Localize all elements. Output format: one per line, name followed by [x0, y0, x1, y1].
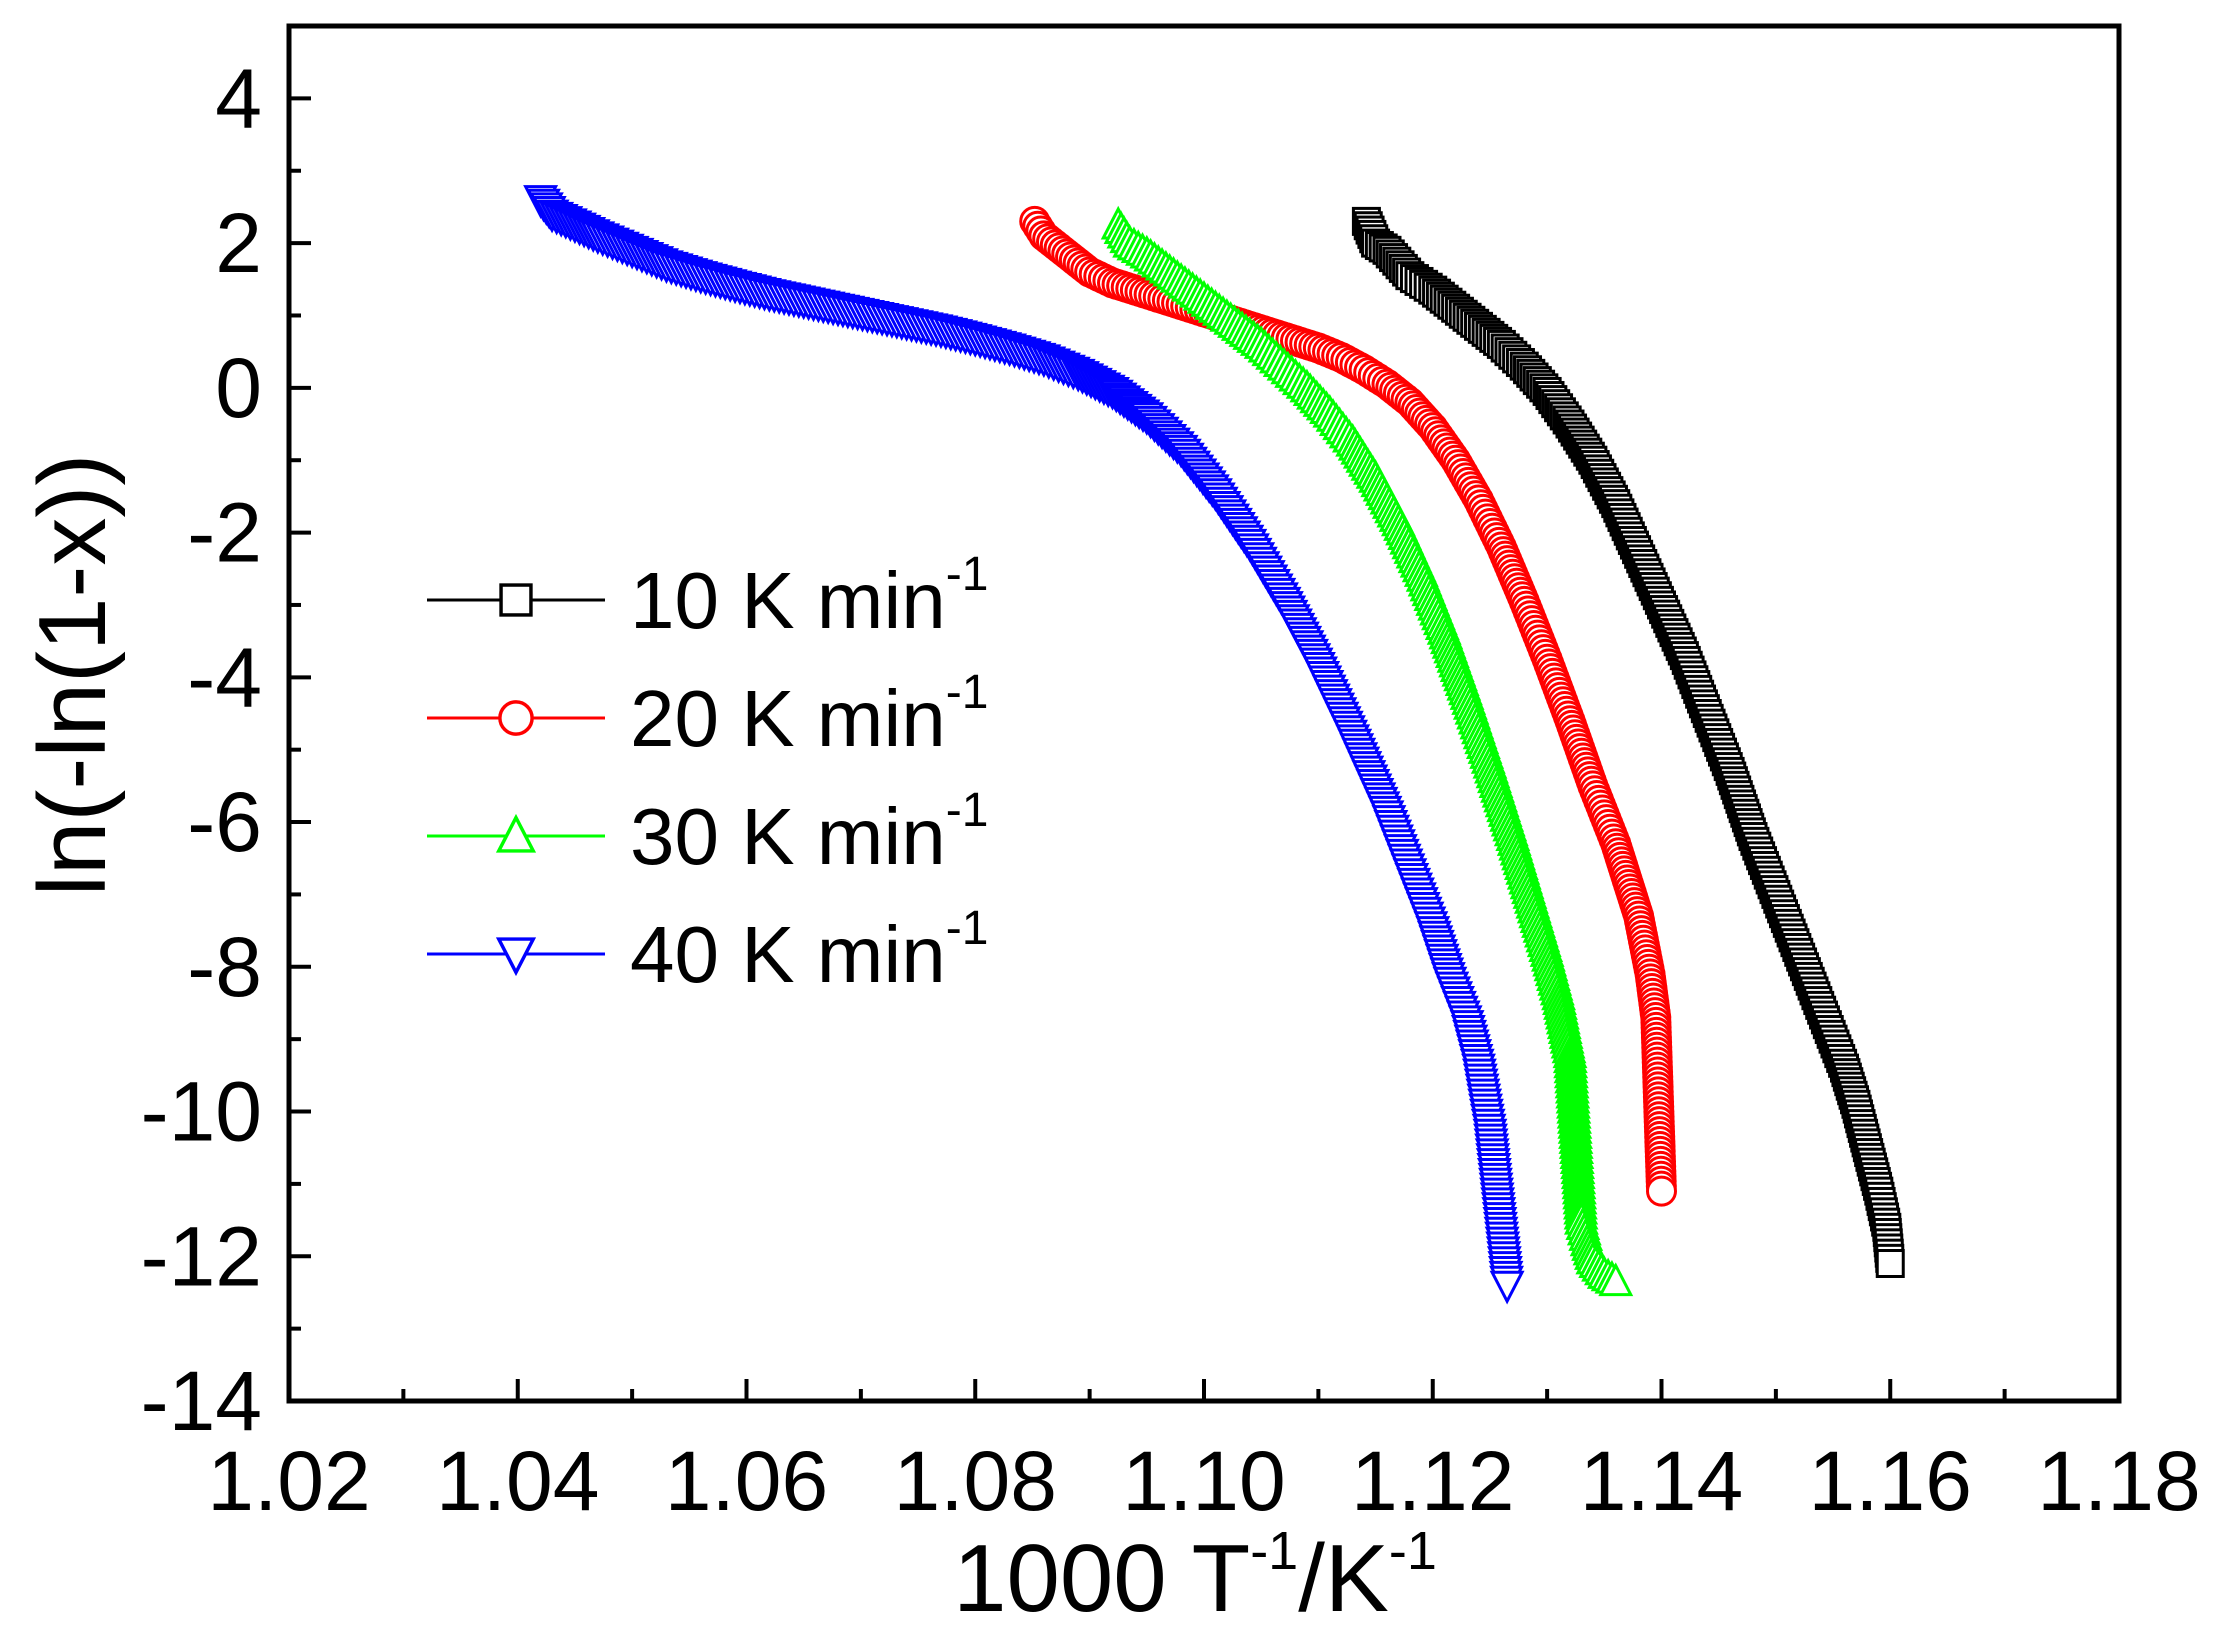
y-tick-label: 2 [215, 196, 262, 290]
series-2 [1019, 205, 1677, 1207]
x-tick-label: 1.08 [894, 1434, 1058, 1528]
y-tick-label: -12 [141, 1209, 262, 1303]
x-tick-label: 1.18 [2037, 1434, 2201, 1528]
y-tick-label: -8 [187, 920, 262, 1014]
y-tick-label: -4 [187, 630, 262, 724]
legend-marker [498, 700, 534, 736]
legend-label: 20 K min-1 [630, 666, 988, 763]
y-axis-title: ln(-ln(1-x)) [19, 454, 126, 897]
x-tick-label: 1.04 [436, 1434, 600, 1528]
x-tick-label: 1.06 [665, 1434, 829, 1528]
legend-item: 40 K min-1 [427, 902, 988, 999]
legend-label: 40 K min-1 [630, 902, 988, 999]
series-1-point [1875, 1249, 1905, 1278]
ticks-layer: 1.02 1.04 1.06 1.08 1.10 1.12 1.14 1.16 1.18 4 2 0 -… [141, 24, 2201, 1528]
legend-marker [495, 937, 537, 977]
x-tick-label: 1.10 [1122, 1434, 1286, 1528]
x-axis-title-sup2: -1 [1389, 1521, 1437, 1581]
legend-label: 30 K min-1 [630, 784, 988, 881]
series-2-point [1646, 1175, 1677, 1207]
y-tick-label: -2 [187, 486, 262, 580]
series-layer [523, 185, 1905, 1305]
legend-label: 10 K min-1 [630, 548, 988, 645]
x-tick-label: 1.14 [1580, 1434, 1744, 1528]
legend-item: 30 K min-1 [427, 784, 988, 881]
y-tick-label: -14 [141, 1354, 262, 1448]
y-tick-label: 4 [215, 51, 262, 145]
legend-marker [495, 813, 537, 853]
series-4 [523, 185, 1525, 1305]
y-tick-label: -6 [187, 775, 262, 869]
x-axis-title-mid: /K [1298, 1525, 1389, 1632]
series-4-point [1489, 1270, 1525, 1305]
x-axis-title-base: 1000 T [953, 1525, 1250, 1632]
series-3 [1100, 205, 1634, 1297]
legend-item: 20 K min-1 [427, 666, 988, 763]
series-1 [1351, 206, 1905, 1278]
y-tick-label: -10 [141, 1065, 262, 1159]
legend-item: 10 K min-1 [427, 548, 988, 645]
series-3-point [1598, 1262, 1634, 1297]
x-tick-label: 1.12 [1351, 1434, 1515, 1528]
legend: 10 K min-1 20 K min-1 30 K min-1 40 K min-1 [427, 548, 988, 999]
y-tick-label: 0 [215, 341, 262, 435]
x-axis-title-sup1: -1 [1250, 1521, 1298, 1581]
legend-marker [499, 583, 533, 617]
x-axis-title: 1000 T-1/K-1 [953, 1521, 1437, 1632]
x-tick-label: 1.02 [207, 1434, 371, 1528]
x-tick-label: 1.16 [1809, 1434, 1973, 1528]
